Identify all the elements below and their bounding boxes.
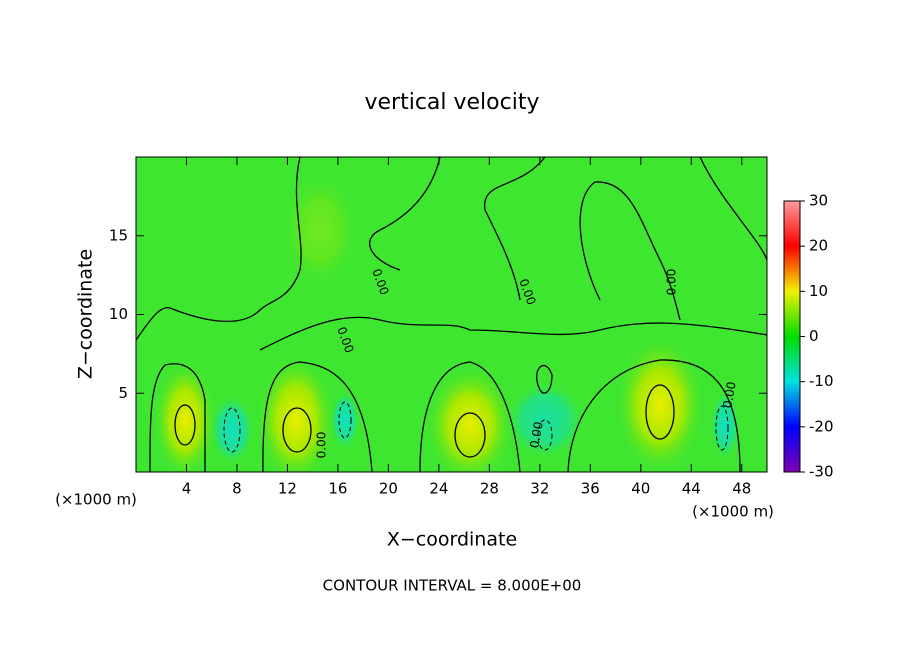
colorbar-tick-label: -30: [809, 463, 834, 481]
colorbar-tick-label: 0: [809, 327, 819, 345]
contour-label: 0.00: [720, 381, 738, 410]
x-tick-label: 44: [682, 480, 701, 498]
field: [136, 157, 767, 472]
colorbar-tick-label: 30: [809, 192, 828, 210]
x-unit-label: (×1000 m): [692, 503, 774, 521]
x-tick-label: 20: [379, 480, 398, 498]
contour-label: 0.00: [527, 421, 545, 450]
y-axis-label: Z−coordinate: [75, 249, 97, 379]
x-axis-label: X−coordinate: [387, 529, 517, 551]
contour-label: 0.00: [315, 432, 329, 459]
x-tick-label: 4: [182, 480, 192, 498]
y-unit-label: (×1000 m): [55, 491, 137, 509]
colorbar: [783, 200, 801, 473]
x-tick-label: 16: [328, 480, 347, 498]
colorbar-tick-label: -10: [809, 372, 834, 390]
x-tick-label: 36: [581, 480, 600, 498]
contour-label: 0.00: [665, 269, 679, 296]
colorbar-tick-label: 10: [809, 282, 828, 300]
x-tick-label: 48: [732, 480, 751, 498]
y-tick-label: 5: [118, 384, 128, 402]
x-tick-label: 12: [278, 480, 297, 498]
x-tick-label: 8: [232, 480, 242, 498]
chart-title: vertical velocity: [364, 90, 539, 115]
x-tick-label: 32: [530, 480, 549, 498]
x-tick-label: 24: [429, 480, 448, 498]
y-tick-label: 15: [109, 226, 128, 244]
x-tick-label: 28: [480, 480, 499, 498]
colorbar-tick-label: -20: [809, 417, 834, 435]
x-tick-label: 40: [631, 480, 650, 498]
footnote: CONTOUR INTERVAL = 8.000E+00: [323, 577, 582, 595]
colorbar-tick-label: 20: [809, 237, 828, 255]
y-tick-label: 10: [109, 305, 128, 323]
